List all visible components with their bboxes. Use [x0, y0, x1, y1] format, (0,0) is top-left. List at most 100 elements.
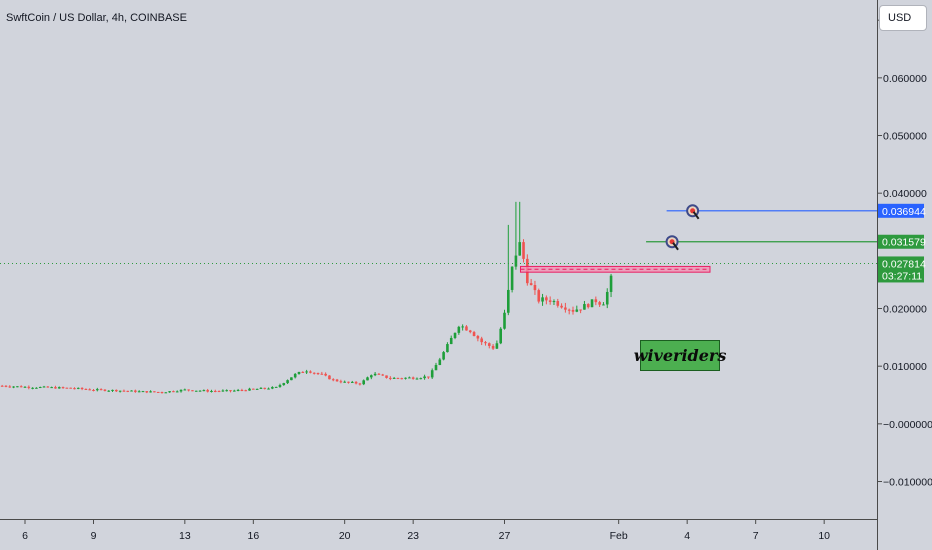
price-tag-label-current-price: 0.027814 [882, 258, 926, 270]
candle-body-61 [233, 390, 236, 392]
candle-body-87 [331, 379, 335, 381]
candle-body-122 [465, 326, 468, 331]
candle-body-22 [84, 388, 88, 390]
candle-body-2 [8, 386, 12, 388]
candle-body-15 [57, 387, 61, 389]
candle-body-92 [350, 381, 354, 383]
watermark-label: wiveriders [634, 340, 726, 371]
x-tick-label-0: 6 [22, 530, 28, 542]
candle-body-121 [461, 326, 464, 328]
price-tag-target-1 [878, 203, 924, 218]
candle-body-128 [487, 343, 491, 346]
candle-body-115 [438, 359, 442, 365]
candle-body-23 [88, 389, 91, 391]
candle-body-76 [290, 377, 293, 381]
candle-body-158 [602, 304, 605, 306]
candle-body-13 [50, 387, 53, 389]
target-icon [686, 204, 700, 220]
candle-body-129 [491, 345, 495, 349]
x-tick-label-8: 4 [684, 530, 690, 542]
candle-body-52 [198, 390, 202, 392]
candle-body-60 [229, 390, 232, 392]
candle-body-149 [567, 309, 571, 311]
candle-body-20 [76, 387, 80, 389]
candle-body-97 [370, 375, 373, 378]
x-tick-label-1: 9 [91, 530, 97, 542]
candle-body-144 [548, 300, 552, 302]
x-tick-label-6: 27 [499, 530, 511, 542]
candle-body-58 [221, 390, 225, 392]
candle-body-109 [415, 378, 419, 380]
candle-body-95 [362, 380, 365, 385]
candle-body-127 [484, 342, 487, 344]
candle-body-70 [267, 388, 270, 390]
symbol-title[interactable]: SwftCoin / US Dollar, 4h, COINBASE [6, 12, 187, 24]
candle-body-85 [324, 373, 327, 376]
candle-body-38 [145, 391, 149, 393]
candle-body-123 [468, 330, 472, 333]
candle-body-94 [358, 383, 362, 385]
candle-body-120 [457, 326, 461, 333]
candle-body-146 [556, 301, 560, 306]
candle-body-8 [31, 387, 34, 389]
y-tick-label-1: 0.060000 [883, 73, 927, 85]
candle-body-113 [430, 370, 434, 378]
candle-body-25 [96, 389, 99, 391]
time-axis[interactable] [0, 519, 877, 550]
candle-body-34 [130, 390, 133, 392]
candle-body-32 [122, 390, 126, 392]
y-tick-label-5: 0.010000 [883, 361, 927, 373]
candle-body-49 [187, 389, 190, 391]
candle-body-74 [282, 383, 286, 386]
x-tick-label-3: 16 [247, 530, 259, 542]
y-tick-label-7: −0.010000 [883, 477, 932, 489]
candle-body-141 [537, 290, 541, 302]
candle-body-75 [286, 380, 289, 384]
candle-body-29 [111, 389, 114, 391]
chart-plot-area[interactable] [0, 0, 877, 519]
candle-body-16 [61, 387, 65, 389]
candle-body-42 [160, 392, 164, 394]
candle-body-137 [522, 242, 525, 259]
currency-button[interactable]: USD [879, 5, 927, 31]
y-tick-label-4: 0.020000 [883, 304, 927, 316]
candle-body-78 [297, 371, 301, 374]
candle-body-43 [164, 392, 168, 394]
candle-body-44 [168, 391, 171, 393]
x-tick-label-4: 20 [339, 530, 351, 542]
candle-body-154 [586, 304, 590, 308]
candle-body-140 [533, 285, 537, 291]
candle-body-45 [172, 391, 175, 393]
candle-body-143 [545, 297, 548, 301]
candle-body-41 [156, 391, 160, 393]
candle-body-90 [343, 381, 346, 383]
target-dart [672, 242, 679, 251]
candle-body-18 [69, 387, 72, 389]
candle-body-84 [320, 373, 324, 375]
candle-body-67 [255, 388, 259, 390]
candle-body-72 [274, 386, 278, 388]
candle-body-36 [137, 391, 141, 393]
candle-body-150 [571, 309, 575, 312]
candle-body-89 [339, 381, 343, 383]
candle-body-136 [518, 242, 522, 256]
candle-body-57 [217, 391, 221, 393]
candle-body-117 [446, 344, 449, 353]
candle-body-151 [575, 309, 579, 312]
candle-body-10 [38, 387, 42, 389]
candle-body-27 [103, 389, 107, 391]
y-tick-label-2: 0.050000 [883, 131, 927, 143]
y-tick-label-6: −0.000000 [883, 419, 932, 431]
candle-body-134 [510, 266, 514, 290]
candle-body-118 [449, 337, 453, 345]
price-tag-label-target-1: 0.036944 [882, 206, 926, 218]
candle-body-39 [149, 391, 152, 393]
candle-body-106 [404, 377, 407, 379]
candle-body-107 [408, 377, 411, 379]
candle-body-130 [495, 343, 499, 349]
candle-body-46 [175, 391, 179, 393]
candle-body-53 [202, 390, 206, 392]
candle-body-112 [427, 376, 430, 378]
candle-body-35 [134, 390, 137, 392]
candle-body-88 [335, 379, 339, 382]
